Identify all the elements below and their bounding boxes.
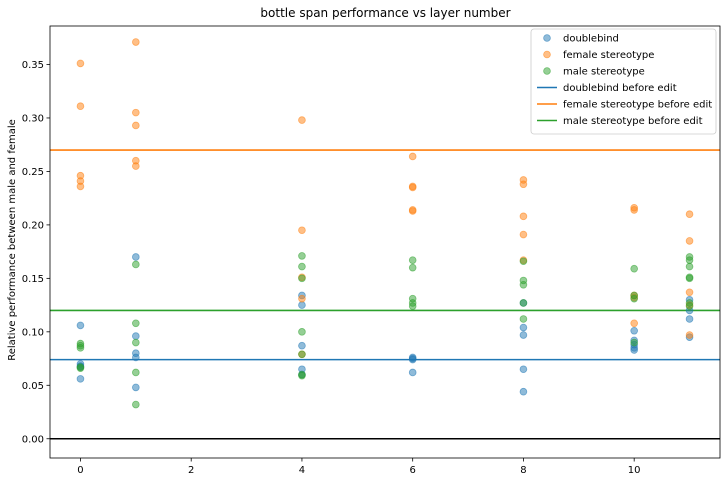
point-female-stereotype [132, 121, 140, 130]
point-female-stereotype [76, 59, 85, 68]
point-female-stereotype [132, 38, 140, 46]
legend-marker-female-stereotype [543, 50, 551, 59]
point-male-stereotype [132, 319, 140, 328]
chart-title: bottle span performance vs layer number [260, 6, 510, 20]
point-doublebind [76, 375, 85, 383]
point-female-stereotype [132, 108, 140, 117]
legend-label-male-stereotype: male stereotype [563, 67, 645, 78]
point-doublebind [76, 321, 85, 330]
point-male-stereotype [685, 302, 694, 310]
point-male-stereotype [76, 364, 85, 372]
point-doublebind [519, 331, 528, 339]
point-doublebind [408, 355, 417, 364]
point-male-stereotype [685, 262, 694, 271]
y-tick-label: 0.00 [22, 434, 44, 445]
point-male-stereotype [298, 350, 306, 359]
point-doublebind [298, 301, 306, 309]
point-doublebind [519, 323, 528, 332]
point-male-stereotype [298, 252, 306, 260]
point-female-stereotype [132, 162, 140, 170]
x-tick-label: 2 [188, 465, 194, 476]
reference-lines [50, 149, 720, 440]
point-female-stereotype [408, 152, 417, 161]
point-male-stereotype [132, 400, 140, 409]
x-tick-label: 10 [628, 465, 641, 476]
point-male-stereotype [132, 260, 140, 269]
x-tick-label: 0 [77, 465, 83, 476]
data-points [76, 38, 694, 409]
point-male-stereotype [519, 299, 528, 307]
y-tick-label: 0.25 [22, 167, 44, 178]
y-tick-label: 0.05 [22, 381, 44, 392]
legend-label-doublebind-before-edit: doublebind before edit [563, 83, 677, 94]
point-female-stereotype [298, 116, 306, 124]
point-female-stereotype [685, 237, 694, 245]
point-female-stereotype [298, 226, 306, 235]
point-male-stereotype [298, 262, 306, 271]
x-tick-label: 8 [520, 465, 526, 476]
point-doublebind [630, 326, 638, 335]
point-female-stereotype [408, 207, 417, 215]
point-male-stereotype [298, 274, 306, 283]
legend-label-male-stereotype-before-edit: male stereotype before edit [563, 116, 703, 127]
y-tick-label: 0.20 [22, 220, 44, 231]
point-female-stereotype [519, 230, 528, 239]
point-male-stereotype [132, 368, 140, 377]
point-male-stereotype [630, 338, 638, 347]
point-female-stereotype [685, 331, 694, 339]
legend-label-female-stereotype-before-edit: female stereotype before edit [563, 100, 712, 111]
point-male-stereotype [519, 315, 528, 323]
y-tick-label: 0.15 [22, 274, 44, 285]
point-male-stereotype [630, 294, 638, 303]
point-doublebind [519, 365, 528, 374]
point-male-stereotype [685, 256, 694, 264]
point-female-stereotype [630, 319, 638, 328]
point-doublebind [519, 387, 528, 396]
point-doublebind [132, 253, 140, 261]
point-female-stereotype [685, 210, 694, 218]
y-tick-label: 0.30 [22, 113, 44, 124]
axes: 0 2 4 6 8 10 0.00 0.05 0.10 0.15 0.20 0.25 0.30 0.35 [22, 25, 721, 476]
point-male-stereotype [298, 371, 306, 380]
point-male-stereotype [685, 274, 694, 283]
point-female-stereotype [630, 206, 638, 214]
point-male-stereotype [408, 263, 417, 272]
y-axis-label: Relative performance between male and fe… [7, 119, 18, 361]
point-doublebind [630, 346, 638, 354]
y-tick-label: 0.35 [22, 60, 44, 71]
legend-label-doublebind: doublebind [563, 34, 619, 45]
point-doublebind [685, 315, 694, 323]
point-female-stereotype [298, 294, 306, 303]
point-female-stereotype [408, 183, 417, 192]
point-doublebind [132, 383, 140, 392]
legend-marker-male-stereotype [543, 67, 551, 75]
point-female-stereotype [519, 212, 528, 221]
point-male-stereotype [519, 257, 528, 266]
point-doublebind [132, 332, 140, 340]
plot-frame [49, 25, 721, 459]
point-male-stereotype [519, 280, 528, 289]
point-doublebind [298, 341, 306, 350]
point-male-stereotype [630, 264, 638, 273]
point-male-stereotype [408, 302, 417, 310]
legend-marker-doublebind [543, 34, 551, 42]
point-doublebind [408, 368, 417, 377]
point-female-stereotype [519, 180, 528, 189]
point-female-stereotype [685, 288, 694, 297]
x-tick-label: 6 [409, 465, 415, 476]
legend: doublebind female stereotype male stereoty… [530, 28, 717, 135]
point-male-stereotype [298, 328, 306, 336]
point-doublebind [132, 353, 140, 362]
point-male-stereotype [76, 344, 85, 352]
point-female-stereotype [76, 102, 85, 110]
x-tick-label: 4 [299, 465, 305, 476]
point-female-stereotype [76, 182, 85, 191]
point-male-stereotype [408, 256, 417, 264]
legend-label-female-stereotype: female stereotype [563, 50, 654, 61]
point-male-stereotype [132, 338, 140, 347]
legend-box [530, 28, 717, 135]
y-tick-label: 0.10 [22, 327, 44, 338]
